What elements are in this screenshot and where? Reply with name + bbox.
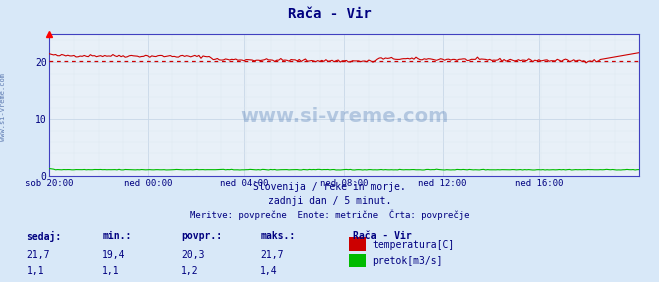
Text: Slovenija / reke in morje.: Slovenija / reke in morje. xyxy=(253,182,406,192)
Text: min.:: min.: xyxy=(102,231,132,241)
Text: 19,4: 19,4 xyxy=(102,250,126,259)
Text: 21,7: 21,7 xyxy=(260,250,284,259)
Text: www.si-vreme.com: www.si-vreme.com xyxy=(0,73,7,141)
Text: temperatura[C]: temperatura[C] xyxy=(372,240,455,250)
Text: Rača - Vir: Rača - Vir xyxy=(353,231,411,241)
Text: 1,4: 1,4 xyxy=(260,266,278,276)
Text: 21,7: 21,7 xyxy=(26,250,50,259)
Text: www.si-vreme.com: www.si-vreme.com xyxy=(240,107,449,126)
Text: povpr.:: povpr.: xyxy=(181,231,222,241)
Text: 1,1: 1,1 xyxy=(26,266,44,276)
Text: sedaj:: sedaj: xyxy=(26,231,61,242)
Text: maks.:: maks.: xyxy=(260,231,295,241)
Text: zadnji dan / 5 minut.: zadnji dan / 5 minut. xyxy=(268,196,391,206)
Text: Meritve: povprečne  Enote: metrične  Črta: povprečje: Meritve: povprečne Enote: metrične Črta:… xyxy=(190,209,469,220)
Text: 1,2: 1,2 xyxy=(181,266,199,276)
Text: pretok[m3/s]: pretok[m3/s] xyxy=(372,256,443,266)
Text: 1,1: 1,1 xyxy=(102,266,120,276)
Text: Rača - Vir: Rača - Vir xyxy=(287,7,372,21)
Text: 20,3: 20,3 xyxy=(181,250,205,259)
